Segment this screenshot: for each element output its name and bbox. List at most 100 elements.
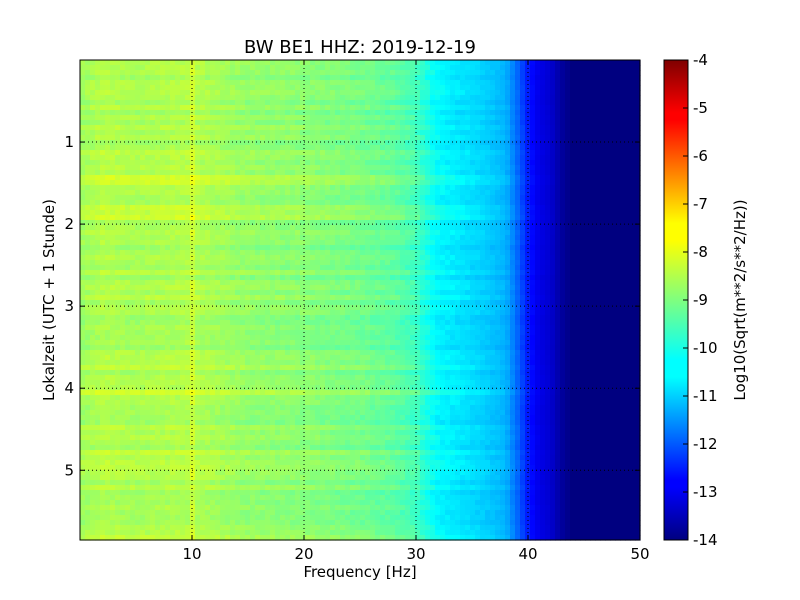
heatmap-cell [235,205,241,211]
heatmap-cell [385,280,391,286]
heatmap-cell [410,125,416,131]
heatmap-cell [445,200,451,206]
heatmap-cell [380,120,386,126]
heatmap-cell [340,165,346,171]
heatmap-cell [270,200,276,206]
heatmap-cell [350,165,356,171]
heatmap-cell [95,250,101,256]
heatmap-cell [560,175,566,181]
heatmap-cell [265,130,271,136]
heatmap-cell [85,100,91,106]
heatmap-cell [335,265,341,271]
heatmap-cell [415,200,421,206]
heatmap-cell [555,270,561,276]
heatmap-cell [570,275,576,281]
heatmap-cell [245,240,251,246]
heatmap-cell [570,225,576,231]
heatmap-cell [590,155,596,161]
heatmap-cell [180,275,186,281]
heatmap-cell [265,275,271,281]
heatmap-cell [245,70,251,76]
heatmap-cell [100,245,106,251]
heatmap-cell [400,120,406,126]
heatmap-cell [505,95,511,101]
heatmap-cell [460,190,466,196]
heatmap-cell [305,280,311,286]
heatmap-cell [275,105,281,111]
heatmap-cell [165,150,171,156]
heatmap-cell [245,140,251,146]
heatmap-cell [150,90,156,96]
heatmap-cell [295,160,301,166]
heatmap-cell [470,100,476,106]
heatmap-cell [150,95,156,101]
heatmap-cell [435,215,441,221]
heatmap-cell [555,125,561,131]
heatmap-cell [635,175,641,181]
heatmap-cell [90,260,96,266]
heatmap-cell [540,135,546,141]
heatmap-cell [105,105,111,111]
heatmap-cell [525,175,531,181]
heatmap-cell [595,180,601,186]
heatmap-cell [290,135,296,141]
heatmap-cell [395,215,401,221]
heatmap-cell [545,105,551,111]
heatmap-cell [635,195,641,201]
heatmap-cell [380,260,386,266]
heatmap-cell [625,60,631,66]
heatmap-cell [220,265,226,271]
heatmap-cell [565,220,571,226]
heatmap-cell [630,185,636,191]
heatmap-cell [570,60,576,66]
heatmap-cell [605,155,611,161]
heatmap-cell [510,215,516,221]
heatmap-cell [610,250,616,256]
heatmap-cell [315,145,321,151]
heatmap-cell [305,155,311,161]
heatmap-cell [135,65,141,71]
heatmap-cell [215,130,221,136]
heatmap-cell [80,260,86,266]
heatmap-cell [270,60,276,66]
heatmap-cell [550,105,556,111]
heatmap-cell [255,95,261,101]
heatmap-cell [310,170,316,176]
heatmap-cell [215,200,221,206]
heatmap-cell [160,150,166,156]
heatmap-cell [395,210,401,216]
heatmap-cell [320,230,326,236]
heatmap-cell [450,275,456,281]
heatmap-cell [485,185,491,191]
heatmap-cell [280,200,286,206]
heatmap-cell [510,85,516,91]
heatmap-cell [565,215,571,221]
heatmap-cell [400,155,406,161]
heatmap-cell [360,85,366,91]
heatmap-cell [220,280,226,286]
heatmap-cell [510,225,516,231]
heatmap-cell [590,60,596,66]
heatmap-cell [140,190,146,196]
heatmap-cell [110,190,116,196]
heatmap-cell [520,105,526,111]
heatmap-cell [265,240,271,246]
heatmap-cell [495,220,501,226]
heatmap-cell [295,150,301,156]
heatmap-cell [345,160,351,166]
heatmap-cell [315,200,321,206]
heatmap-cell [500,205,506,211]
heatmap-cell [565,230,571,236]
heatmap-cell [305,245,311,251]
heatmap-cell [630,195,636,201]
heatmap-cell [125,195,131,201]
heatmap-cell [280,145,286,151]
heatmap-cell [240,270,246,276]
heatmap-cell [570,220,576,226]
heatmap-cell [120,130,126,136]
heatmap-cell [615,120,621,126]
heatmap-cell [160,205,166,211]
heatmap-cell [480,65,486,71]
heatmap-cell [370,170,376,176]
heatmap-cell [635,130,641,136]
